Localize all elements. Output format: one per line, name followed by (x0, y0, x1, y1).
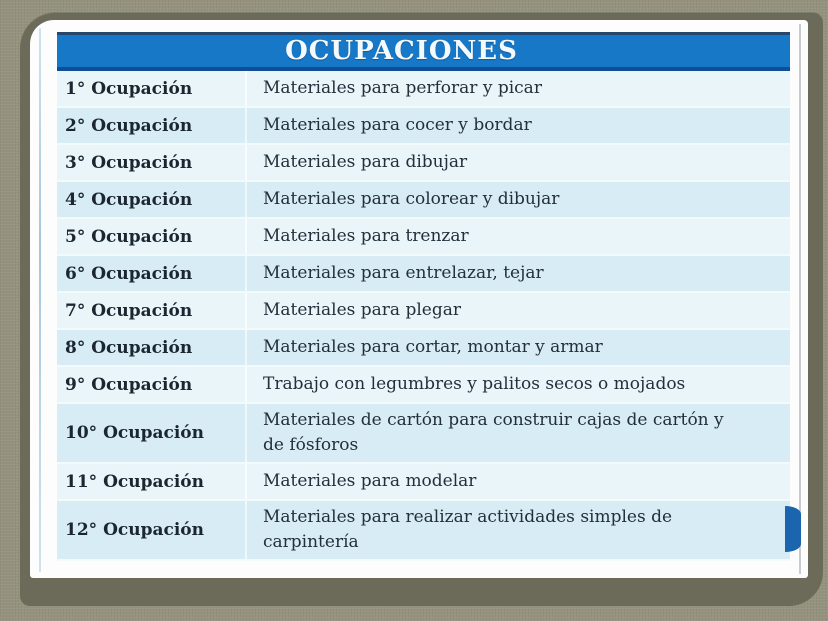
row-value-text: Materiales para trenzar (263, 226, 469, 246)
row-value: Materiales para cocer y bordar (247, 109, 790, 142)
row-value: Materiales para dibujar (247, 146, 790, 179)
row-value: Materiales para cortar, montar y armar (247, 331, 790, 364)
row-value: Materiales para modelar (247, 465, 790, 498)
row-label: 5° Ocupación (57, 219, 247, 254)
table-row: 8° Ocupación Materiales para cortar, mont… (57, 330, 790, 367)
row-value: Trabajo con legumbres y palitos secos o … (247, 368, 790, 401)
row-label: 12° Ocupación (57, 501, 247, 559)
table-body: 1° Ocupación Materiales para perforar y p… (57, 71, 790, 561)
table-row: 7° Ocupación Materiales para plegar (57, 293, 790, 330)
content-panel: OCUPACIONES 1° Ocupación Materiales para … (30, 20, 808, 578)
table-row: 12° Ocupación Materiales para realizar ac… (57, 501, 790, 561)
row-label: 4° Ocupación (57, 182, 247, 217)
table-row: 1° Ocupación Materiales para perforar y p… (57, 71, 790, 108)
row-label: 3° Ocupación (57, 145, 247, 180)
row-value-text: Materiales para perforar y picar (263, 78, 542, 98)
next-slide-arrow-icon[interactable] (785, 506, 801, 552)
row-value-text: Trabajo con legumbres y palitos secos o … (263, 374, 686, 394)
row-label: 9° Ocupación (57, 367, 247, 402)
row-label: 10° Ocupación (57, 404, 247, 462)
table-row: 10° Ocupación Materiales de cartón para c… (57, 404, 790, 464)
row-value: Materiales para plegar (247, 294, 790, 327)
row-value-text: Materiales para dibujar (263, 152, 468, 172)
table-row: 4° Ocupación Materiales para colorear y d… (57, 182, 790, 219)
row-value-text: Materiales de cartón para construir caja… (263, 410, 724, 455)
row-value-text: Materiales para plegar (263, 300, 461, 320)
occupations-table: OCUPACIONES 1° Ocupación Materiales para … (57, 32, 790, 561)
row-value-text: Materiales para realizar actividades sim… (263, 507, 673, 552)
row-value-text: Materiales para entrelazar, tejar (263, 263, 544, 283)
row-value: Materiales de cartón para construir caja… (247, 404, 790, 462)
row-value-text: Materiales para cortar, montar y armar (263, 337, 603, 357)
table-row: 3° Ocupación Materiales para dibujar (57, 145, 790, 182)
panel-left-accent-line (39, 28, 41, 572)
row-label: 1° Ocupación (57, 71, 247, 106)
row-value: Materiales para entrelazar, tejar (247, 257, 790, 290)
table-row: 6° Ocupación Materiales para entrelazar, … (57, 256, 790, 293)
table-header: OCUPACIONES (57, 32, 790, 71)
table-title: OCUPACIONES (285, 36, 518, 66)
row-value-text: Materiales para modelar (263, 471, 477, 491)
table-row: 5° Ocupación Materiales para trenzar (57, 219, 790, 256)
row-value: Materiales para trenzar (247, 220, 790, 253)
table-row: 2° Ocupación Materiales para cocer y bord… (57, 108, 790, 145)
row-label: 11° Ocupación (57, 464, 247, 499)
row-label: 6° Ocupación (57, 256, 247, 291)
row-value: Materiales para realizar actividades sim… (247, 501, 790, 559)
table-row: 11° Ocupación Materiales para modelar (57, 464, 790, 501)
table-row: 9° Ocupación Trabajo con legumbres y pali… (57, 367, 790, 404)
row-label: 8° Ocupación (57, 330, 247, 365)
row-label: 7° Ocupación (57, 293, 247, 328)
row-value: Materiales para colorear y dibujar (247, 183, 790, 216)
row-value: Materiales para perforar y picar (247, 72, 790, 105)
row-value-text: Materiales para cocer y bordar (263, 115, 532, 135)
panel-right-accent-line (799, 24, 801, 574)
row-label: 2° Ocupación (57, 108, 247, 143)
row-value-text: Materiales para colorear y dibujar (263, 189, 560, 209)
